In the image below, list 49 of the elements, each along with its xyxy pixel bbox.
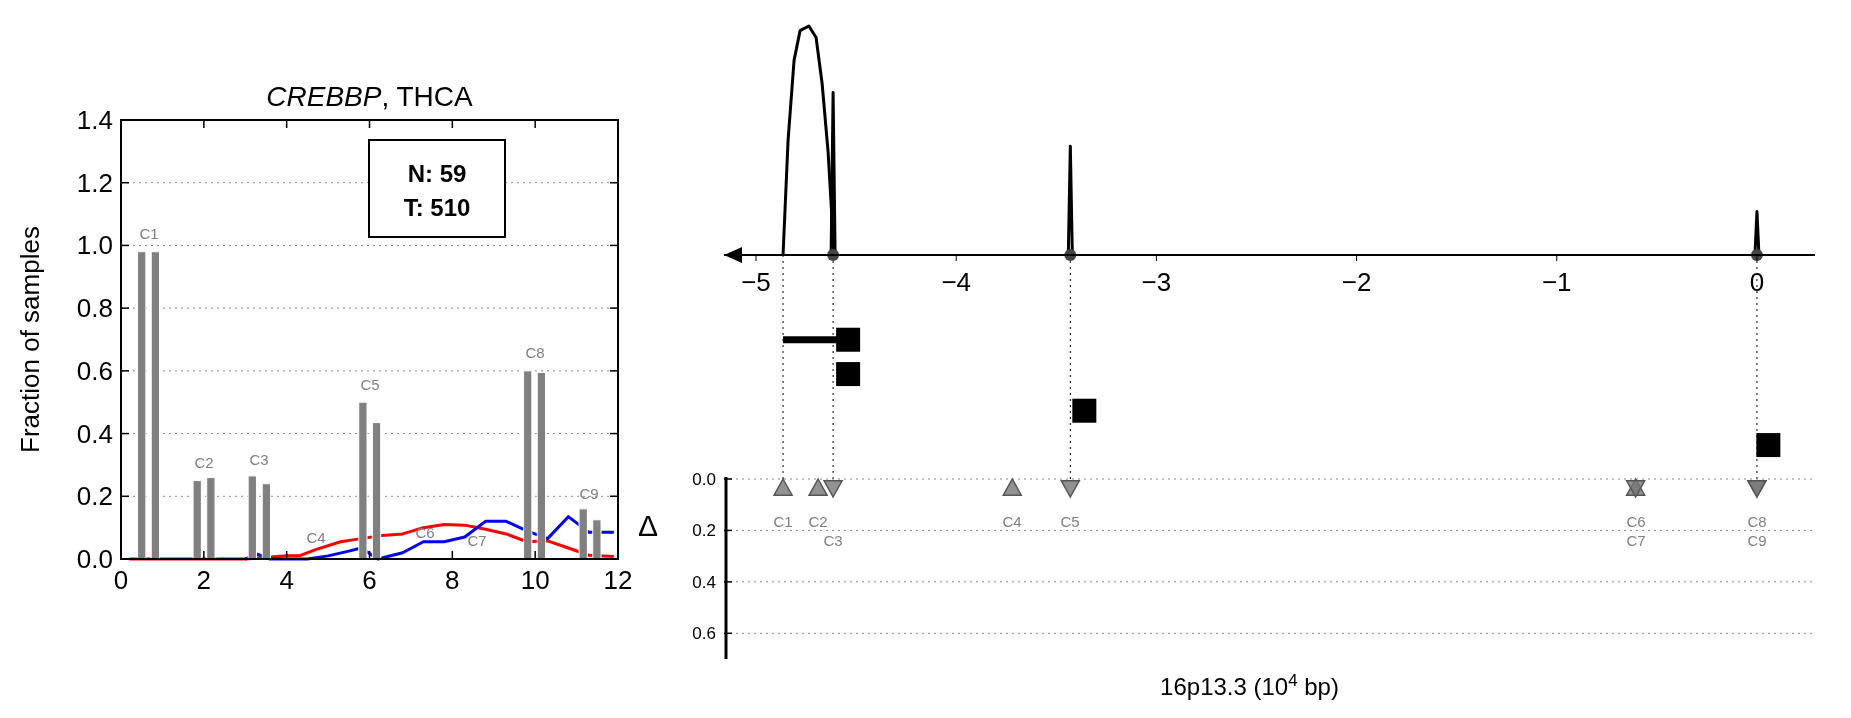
annotation: C6 xyxy=(415,524,435,541)
annotation: C4 xyxy=(1002,513,1022,530)
x-tick-label: −3 xyxy=(1141,267,1172,297)
annotation: C2 xyxy=(808,513,828,530)
annotation: C9 xyxy=(1747,532,1767,549)
y-tick-label: 0.0 xyxy=(692,470,716,489)
annotation: T: 510 xyxy=(403,194,471,221)
annotation: C2 xyxy=(194,454,214,471)
annotation: C9 xyxy=(579,485,599,502)
x-tick-label: −4 xyxy=(941,267,972,297)
y-axis-title: Δ xyxy=(638,508,659,542)
x-tick-label: 0 xyxy=(113,565,129,595)
y-tick-label: 0.4 xyxy=(692,572,716,592)
x-tick-label: −5 xyxy=(741,267,771,297)
y-tick-label: 0.8 xyxy=(76,293,113,324)
annotation: C4 xyxy=(306,529,326,546)
y-tick-label: 1.4 xyxy=(76,105,113,135)
annotation: N: 59 xyxy=(407,160,467,187)
y-tick-label: 0.4 xyxy=(76,418,113,449)
chart-title: CREBBP, THCA xyxy=(266,81,474,112)
annotation: C1 xyxy=(773,513,793,530)
x-tick-label: −2 xyxy=(1341,267,1372,297)
x-tick-label: 0 xyxy=(1749,267,1765,297)
y-tick-label: 0.6 xyxy=(692,624,716,644)
y-tick-label: 0.6 xyxy=(76,355,113,386)
x-tick-label: 10 xyxy=(520,565,550,595)
annotation: C5 xyxy=(1060,513,1080,530)
annotation: C7 xyxy=(1626,532,1646,549)
x-axis-title: 16p13.3 (10$^{4}$ bp) xyxy=(1160,670,1339,700)
y-tick-label: 0.2 xyxy=(692,521,716,541)
y-tick-label: 1.2 xyxy=(76,167,113,198)
annotation: C7 xyxy=(467,532,487,549)
x-tick-label: 12 xyxy=(603,565,633,595)
y-tick-label: 0.0 xyxy=(76,544,113,574)
x-tick-label: 4 xyxy=(279,565,294,595)
x-tick-label: 6 xyxy=(362,565,377,595)
x-tick-label: −1 xyxy=(1541,267,1572,297)
annotation: C5 xyxy=(360,376,380,393)
y-tick-label: 0.2 xyxy=(76,481,113,512)
x-tick-label: 8 xyxy=(445,565,460,595)
x-tick-label: 2 xyxy=(196,565,212,595)
y-axis-title: Fraction of samples xyxy=(15,226,45,453)
annotation: C8 xyxy=(525,344,545,361)
annotation: C8 xyxy=(1747,513,1767,530)
annotation: C3 xyxy=(823,532,843,549)
y-tick-label: 1.0 xyxy=(76,230,113,261)
annotation: C3 xyxy=(249,451,269,468)
annotation: C1 xyxy=(139,225,159,242)
annotation: C6 xyxy=(1626,513,1646,530)
